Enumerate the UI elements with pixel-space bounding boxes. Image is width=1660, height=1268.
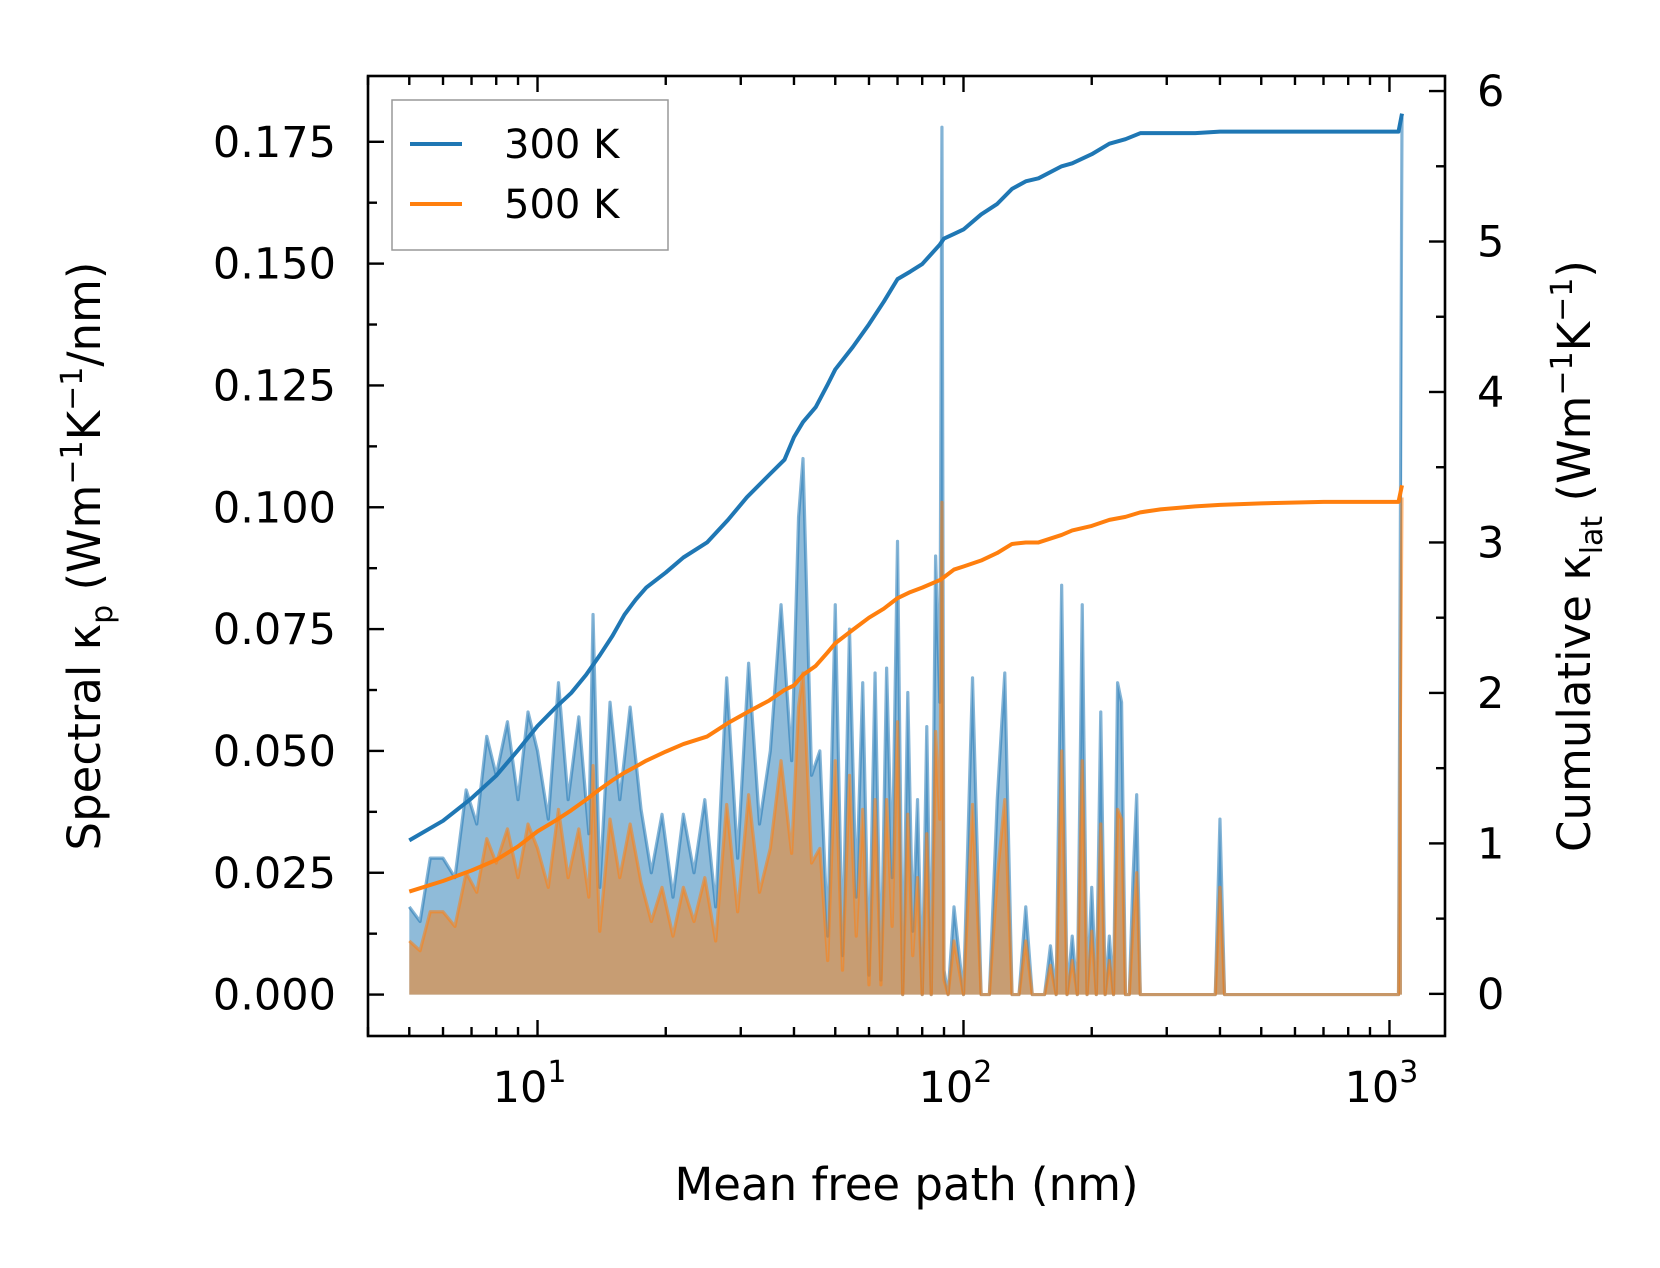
- axis-labels: 101 102 1030.0000.0250.0500.0750.1000.1250…: [55, 67, 1610, 1211]
- y-right-tick-label: 6: [1477, 67, 1504, 117]
- y-left-tick-label: 0.175: [213, 118, 336, 168]
- y-left-tick-label: 0.100: [213, 483, 336, 533]
- y-right-tick-label: 2: [1477, 669, 1504, 719]
- legend: 300 K 500 K: [391, 99, 669, 251]
- spectral-line-500k: [408, 497, 1404, 997]
- y-left-tick-label: 0.025: [213, 849, 336, 899]
- legend-box: [391, 99, 669, 251]
- x-tick-label: 102: [919, 1055, 993, 1113]
- y-right-tick-label: 1: [1477, 819, 1504, 869]
- cumulative-line-500k: [408, 484, 1404, 894]
- y-left-axis-title: Spectral κp (Wm−1K−1/nm): [55, 262, 120, 851]
- x-axis-title: Mean free path (nm): [674, 1158, 1138, 1211]
- x-tick-label: 101: [493, 1055, 567, 1113]
- x-tick-label: 103: [1345, 1055, 1419, 1113]
- legend-label: 500 K: [504, 182, 621, 228]
- cumulative-line-300k: [408, 113, 1404, 843]
- y-left-tick-label: 0.125: [213, 361, 336, 411]
- spectral-line-300k: [407, 117, 1404, 997]
- y-left-tick-label: 0.150: [213, 240, 336, 290]
- y-left-tick-label: 0.075: [213, 605, 336, 655]
- y-right-tick-label: 5: [1477, 218, 1504, 268]
- y-left-tick-label: 0.000: [213, 971, 336, 1021]
- legend-label: 300 K: [504, 122, 621, 168]
- y-right-tick-label: 0: [1477, 970, 1504, 1020]
- axis-ticks: [366, 76, 1445, 1036]
- plot-area: [407, 113, 1404, 997]
- plot-frame: [366, 74, 1447, 1038]
- y-right-tick-label: 4: [1477, 368, 1504, 418]
- y-right-axis-title: Cumulative κlat (Wm−1K−1): [1545, 260, 1610, 852]
- y-left-tick-label: 0.050: [213, 727, 336, 777]
- y-right-tick-label: 3: [1477, 518, 1504, 568]
